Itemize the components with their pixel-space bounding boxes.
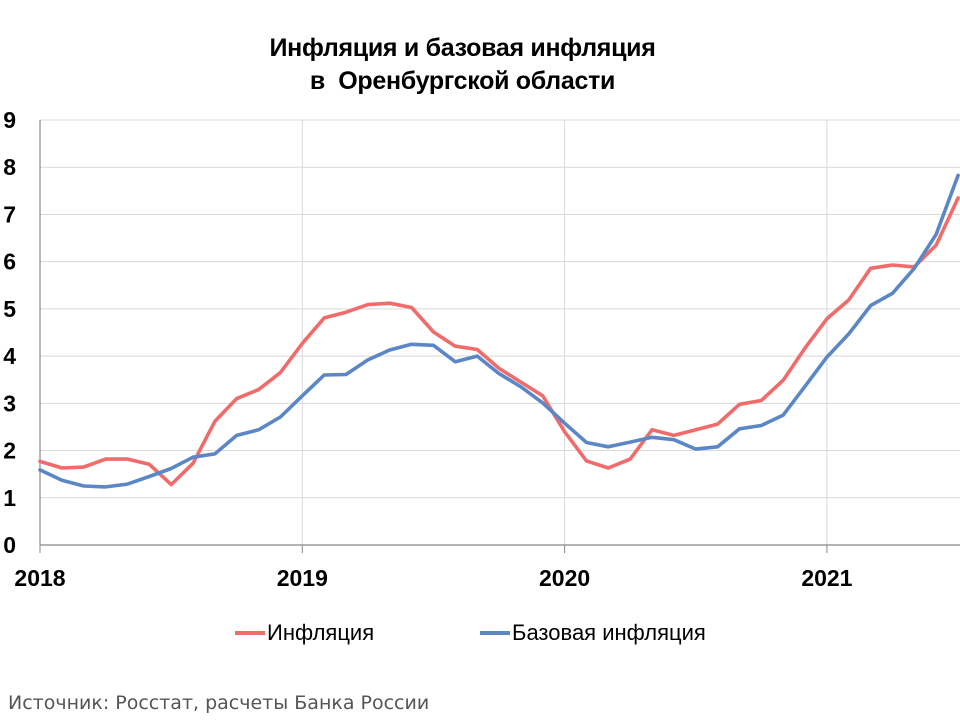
x-tick-label-2020: 2020 [539,565,590,591]
series-line-core-inflation [38,173,960,489]
y-tick-label-2: 2 [3,438,16,464]
y-tick-label-9: 9 [3,107,16,133]
series-line-inflation [38,196,960,487]
x-tick-label-2021: 2021 [801,565,852,591]
x-tick-labels: 2018 2019 2020 2021 [14,565,852,591]
y-tick-label-4: 4 [3,343,16,369]
y-tick-label-0: 0 [3,532,16,558]
grid-lines [40,119,960,545]
legend-item-core-inflation: Базовая инфляция [480,620,706,646]
legend-label-core-inflation: Базовая инфляция [512,620,706,645]
legend-item-inflation: Инфляция [235,620,374,646]
y-tick-label-8: 8 [3,154,16,180]
legend-label-inflation: Инфляция [267,620,375,645]
source-note: Источник: Росстат, расчеты Банка России [8,692,430,714]
chart-title-line-1: Инфляция и базовая инфляция [269,34,656,62]
legend: Инфляция Базовая инфляция [0,620,960,650]
x-tick-label-2018: 2018 [14,565,65,591]
y-tick-label-7: 7 [3,201,16,227]
legend-swatch-core-inflation [480,631,510,635]
y-tick-label-1: 1 [3,485,16,511]
x-tick-label-2019: 2019 [277,565,328,591]
series-lines [38,173,960,489]
chart-title-line-2: в Оренбургской области [309,67,616,95]
chart-title: Инфляция и базовая инфляция в Оренбургск… [0,32,925,98]
y-tick-labels: 0 1 2 3 4 5 6 7 8 9 [3,107,16,558]
y-tick-label-3: 3 [3,390,16,416]
y-tick-label-5: 5 [3,296,16,322]
y-tick-label-6: 6 [3,249,16,275]
legend-swatch-inflation [235,631,265,635]
axes [39,120,960,553]
